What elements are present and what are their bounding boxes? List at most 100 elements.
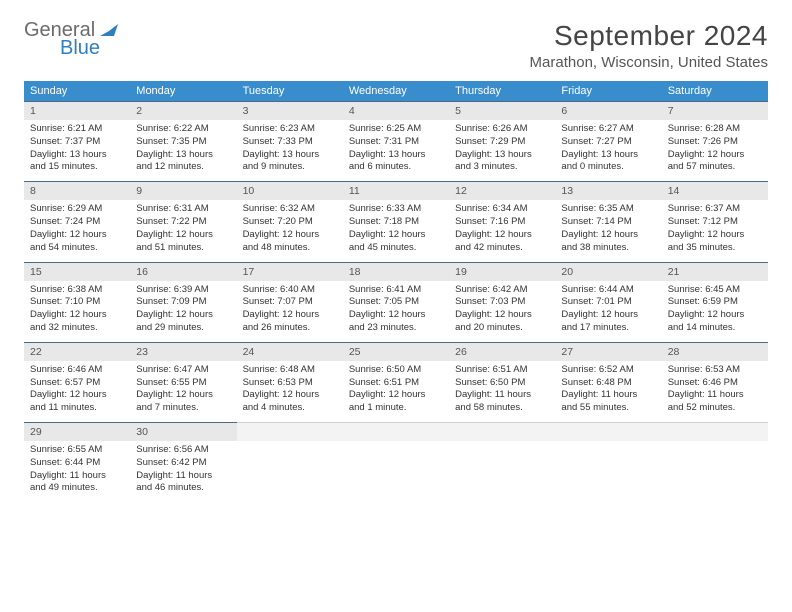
- daylight-text-2: and 4 minutes.: [243, 402, 337, 415]
- calendar-cell: 29 Sunrise: 6:55 AMSunset: 6:44 PMDayligh…: [24, 422, 130, 501]
- day-info: Sunrise: 6:21 AMSunset: 7:37 PMDaylight:…: [24, 120, 130, 180]
- sunrise-text: Sunrise: 6:55 AM: [30, 444, 124, 457]
- sunrise-text: Sunrise: 6:56 AM: [136, 444, 230, 457]
- calendar-cell: 21Sunrise: 6:45 AMSunset: 6:59 PMDayligh…: [662, 262, 768, 341]
- daylight-text-2: and 3 minutes.: [455, 161, 549, 174]
- calendar-cell-empty: [237, 422, 343, 501]
- day-info: Sunrise: 6:22 AMSunset: 7:35 PMDaylight:…: [130, 120, 236, 180]
- sunset-text: Sunset: 7:10 PM: [30, 296, 124, 309]
- calendar-cell: 16Sunrise: 6:39 AMSunset: 7:09 PMDayligh…: [130, 262, 236, 341]
- sunset-text: Sunset: 6:55 PM: [136, 377, 230, 390]
- sunset-text: Sunset: 6:57 PM: [30, 377, 124, 390]
- day-info: Sunrise: 6:39 AMSunset: 7:09 PMDaylight:…: [130, 281, 236, 341]
- daylight-text: Daylight: 11 hours: [30, 470, 124, 483]
- daylight-text-2: and 57 minutes.: [668, 161, 762, 174]
- daylight-text: Daylight: 12 hours: [455, 229, 549, 242]
- calendar-body: 1Sunrise: 6:21 AMSunset: 7:37 PMDaylight…: [24, 101, 768, 502]
- day-info-empty: [343, 441, 449, 497]
- weekday-label: Monday: [130, 81, 236, 101]
- sunrise-text: Sunrise: 6:35 AM: [561, 203, 655, 216]
- day-number: 29: [24, 422, 130, 441]
- day-number: 20: [555, 262, 661, 281]
- sunset-text: Sunset: 6:51 PM: [349, 377, 443, 390]
- weekday-label: Wednesday: [343, 81, 449, 101]
- day-info-empty: [449, 441, 555, 497]
- day-info: Sunrise: 6:51 AMSunset: 6:50 PMDaylight:…: [449, 361, 555, 421]
- sunrise-text: Sunrise: 6:21 AM: [30, 123, 124, 136]
- day-info: Sunrise: 6:56 AMSunset: 6:42 PMDaylight:…: [130, 441, 236, 501]
- calendar-cell: 7Sunrise: 6:28 AMSunset: 7:26 PMDaylight…: [662, 101, 768, 180]
- calendar-cell: 24Sunrise: 6:48 AMSunset: 6:53 PMDayligh…: [237, 342, 343, 421]
- daylight-text-2: and 55 minutes.: [561, 402, 655, 415]
- calendar-cell: 3Sunrise: 6:23 AMSunset: 7:33 PMDaylight…: [237, 101, 343, 180]
- day-info: Sunrise: 6:33 AMSunset: 7:18 PMDaylight:…: [343, 200, 449, 260]
- sunset-text: Sunset: 7:09 PM: [136, 296, 230, 309]
- sunrise-text: Sunrise: 6:52 AM: [561, 364, 655, 377]
- calendar-week: 8Sunrise: 6:29 AMSunset: 7:24 PMDaylight…: [24, 181, 768, 261]
- day-info: Sunrise: 6:31 AMSunset: 7:22 PMDaylight:…: [130, 200, 236, 260]
- daylight-text-2: and 54 minutes.: [30, 242, 124, 255]
- sunset-text: Sunset: 7:03 PM: [455, 296, 549, 309]
- day-number-empty: [343, 422, 449, 441]
- sunrise-text: Sunrise: 6:47 AM: [136, 364, 230, 377]
- day-info: Sunrise: 6:40 AMSunset: 7:07 PMDaylight:…: [237, 281, 343, 341]
- sunrise-text: Sunrise: 6:39 AM: [136, 284, 230, 297]
- day-info: Sunrise: 6:48 AMSunset: 6:53 PMDaylight:…: [237, 361, 343, 421]
- sunset-text: Sunset: 6:44 PM: [30, 457, 124, 470]
- daylight-text: Daylight: 12 hours: [561, 229, 655, 242]
- day-info: Sunrise: 6:44 AMSunset: 7:01 PMDaylight:…: [555, 281, 661, 341]
- daylight-text-2: and 6 minutes.: [349, 161, 443, 174]
- calendar-cell: 17Sunrise: 6:40 AMSunset: 7:07 PMDayligh…: [237, 262, 343, 341]
- calendar-cell-empty: [343, 422, 449, 501]
- title-block: September 2024 Marathon, Wisconsin, Unit…: [530, 20, 768, 71]
- day-number: 22: [24, 342, 130, 361]
- daylight-text: Daylight: 11 hours: [561, 389, 655, 402]
- sunset-text: Sunset: 7:37 PM: [30, 136, 124, 149]
- sunrise-text: Sunrise: 6:53 AM: [668, 364, 762, 377]
- daylight-text: Daylight: 13 hours: [349, 149, 443, 162]
- day-number: 8: [24, 181, 130, 200]
- day-number: 15: [24, 262, 130, 281]
- logo: General Blue: [24, 20, 118, 58]
- weekday-label: Saturday: [662, 81, 768, 101]
- daylight-text-2: and 14 minutes.: [668, 322, 762, 335]
- calendar-cell: 28Sunrise: 6:53 AMSunset: 6:46 PMDayligh…: [662, 342, 768, 421]
- calendar-week: 15Sunrise: 6:38 AMSunset: 7:10 PMDayligh…: [24, 262, 768, 342]
- day-info: Sunrise: 6:37 AMSunset: 7:12 PMDaylight:…: [662, 200, 768, 260]
- daylight-text: Daylight: 12 hours: [668, 309, 762, 322]
- day-number: 2: [130, 101, 236, 120]
- day-number: 19: [449, 262, 555, 281]
- calendar-cell: 26Sunrise: 6:51 AMSunset: 6:50 PMDayligh…: [449, 342, 555, 421]
- daylight-text-2: and 23 minutes.: [349, 322, 443, 335]
- daylight-text: Daylight: 12 hours: [561, 309, 655, 322]
- weekday-header: Sunday Monday Tuesday Wednesday Thursday…: [24, 81, 768, 101]
- sunset-text: Sunset: 7:18 PM: [349, 216, 443, 229]
- daylight-text-2: and 7 minutes.: [136, 402, 230, 415]
- sunset-text: Sunset: 7:12 PM: [668, 216, 762, 229]
- day-number: 27: [555, 342, 661, 361]
- day-info: Sunrise: 6:34 AMSunset: 7:16 PMDaylight:…: [449, 200, 555, 260]
- calendar-cell: 19Sunrise: 6:42 AMSunset: 7:03 PMDayligh…: [449, 262, 555, 341]
- day-number: 16: [130, 262, 236, 281]
- daylight-text: Daylight: 12 hours: [349, 309, 443, 322]
- day-number: 26: [449, 342, 555, 361]
- calendar-cell: 30Sunrise: 6:56 AMSunset: 6:42 PMDayligh…: [130, 422, 236, 501]
- daylight-text: Daylight: 12 hours: [668, 229, 762, 242]
- daylight-text: Daylight: 13 hours: [561, 149, 655, 162]
- sunset-text: Sunset: 7:35 PM: [136, 136, 230, 149]
- calendar-cell: 27Sunrise: 6:52 AMSunset: 6:48 PMDayligh…: [555, 342, 661, 421]
- calendar-week: 29 Sunrise: 6:55 AMSunset: 6:44 PMDayligh…: [24, 422, 768, 502]
- day-number: 4: [343, 101, 449, 120]
- sunrise-text: Sunrise: 6:45 AM: [668, 284, 762, 297]
- location-text: Marathon, Wisconsin, United States: [530, 54, 768, 71]
- day-info: Sunrise: 6:27 AMSunset: 7:27 PMDaylight:…: [555, 120, 661, 180]
- day-number: 23: [130, 342, 236, 361]
- sunrise-text: Sunrise: 6:51 AM: [455, 364, 549, 377]
- daylight-text: Daylight: 12 hours: [243, 389, 337, 402]
- day-number-empty: [449, 422, 555, 441]
- weekday-label: Friday: [555, 81, 661, 101]
- day-number: 10: [237, 181, 343, 200]
- day-number: 17: [237, 262, 343, 281]
- daylight-text-2: and 42 minutes.: [455, 242, 549, 255]
- day-number: 5: [449, 101, 555, 120]
